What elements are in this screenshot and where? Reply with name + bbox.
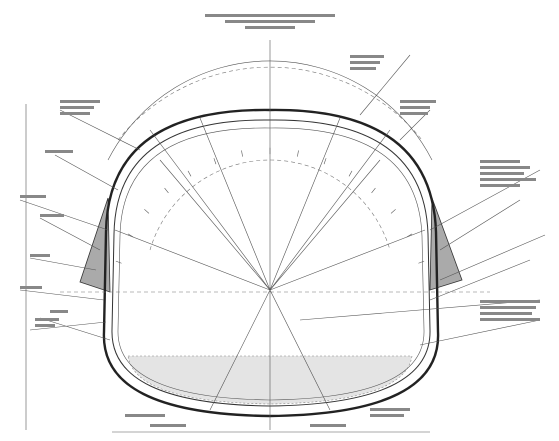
annotation-text-block <box>480 166 530 169</box>
annotation-text-block <box>60 112 90 115</box>
radial-line <box>209 289 271 411</box>
leader-line <box>419 319 541 346</box>
annotation-text-block <box>310 424 346 427</box>
leader-line <box>359 54 411 116</box>
outer-lining <box>102 108 440 418</box>
lining-tick <box>371 187 376 194</box>
leader-line <box>29 321 107 331</box>
leader-line <box>39 317 111 341</box>
radial-line <box>114 229 271 291</box>
inner-face <box>117 127 425 401</box>
radial-line <box>149 129 271 291</box>
lining-tick <box>213 158 217 165</box>
radial-line <box>269 229 426 291</box>
right-wedge <box>429 197 463 291</box>
annotation-text-block <box>480 172 524 175</box>
lining-tick <box>323 158 327 165</box>
lining-tick <box>406 233 413 238</box>
annotation-group <box>19 14 546 427</box>
lining-tick <box>297 150 299 157</box>
annotation-text-block <box>35 324 55 327</box>
lining-tick <box>127 233 134 238</box>
annotation-text-block <box>150 424 186 427</box>
lining-tick <box>241 150 243 157</box>
annotation-text-block <box>480 184 520 187</box>
radial-line <box>269 289 331 411</box>
annotation-text-block <box>20 286 42 289</box>
annotation-text-block <box>350 55 384 58</box>
annotation-text-block <box>350 61 380 64</box>
annotation-text-block <box>125 414 165 417</box>
leader-line <box>429 259 531 301</box>
annotation-text-block <box>480 306 536 309</box>
annotation-text-block <box>400 106 430 109</box>
leader-line <box>299 299 541 321</box>
radial-line <box>269 159 381 291</box>
annotation-text-block <box>40 214 64 217</box>
annotation-text-block <box>480 160 520 163</box>
lining-tick <box>144 209 150 214</box>
annotation-text-block <box>400 100 436 103</box>
leader-line <box>439 199 521 251</box>
annotation-text-block <box>225 20 315 23</box>
annotation-text-block <box>400 112 428 115</box>
leader-line <box>54 154 119 191</box>
annotation-text-block <box>20 195 46 198</box>
lining-tick <box>187 170 192 177</box>
radial-line <box>269 117 341 291</box>
inner-lining <box>111 119 431 407</box>
annotation-text-block <box>60 100 100 103</box>
leader-line <box>59 109 141 151</box>
lining-tick <box>390 209 396 214</box>
inner-dashed-arc <box>149 159 391 251</box>
lining-tick <box>418 260 425 264</box>
annotation-text-block <box>35 318 59 321</box>
annotation-text-block <box>205 14 335 17</box>
annotation-text-block <box>370 414 404 417</box>
lining-tick <box>348 170 353 177</box>
annotation-text-block <box>370 408 410 411</box>
annotation-text-block <box>45 150 73 153</box>
leader-line <box>39 217 101 251</box>
outer-dashed-arc <box>117 66 423 141</box>
annotation-text-block <box>30 254 50 257</box>
leader-line <box>439 234 546 281</box>
radial-line <box>269 129 391 291</box>
lining-tick <box>164 187 169 194</box>
annotation-text-block <box>60 106 94 109</box>
radial-line <box>159 159 271 291</box>
radial-line <box>199 117 271 291</box>
annotation-text-block <box>350 67 376 70</box>
annotation-text-block <box>480 318 540 321</box>
annotation-text-block <box>245 26 295 29</box>
lining-tick <box>115 260 122 264</box>
annotation-text-block <box>480 312 532 315</box>
annotation-text-block <box>50 310 68 313</box>
annotation-text-block <box>480 178 536 181</box>
leader-line <box>29 257 97 271</box>
leader-line <box>19 289 105 301</box>
annotation-text-block <box>480 300 540 303</box>
